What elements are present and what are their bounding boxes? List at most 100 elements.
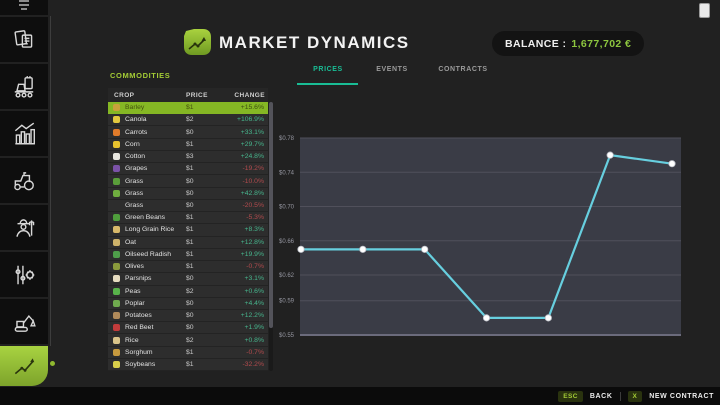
commodity-row[interactable]: Parsnips $0 +3.1% [108,273,268,286]
price-chart: $0.78 $0.74 $0.70 $0.66 $0.62 $0.59 $0.55 [279,136,681,339]
crop-name: Potatoes [125,312,152,320]
tractor-icon [14,171,34,190]
commodity-row[interactable]: Rice $2 +0.8% [108,334,268,347]
commodity-row[interactable]: Grass $0 -20.5% [108,199,268,213]
corn-crop-icon [113,140,120,148]
crop-name: Rice [125,336,139,344]
crop-name: Barley [125,104,145,112]
sidebar-item-market-dynamics[interactable] [0,346,48,386]
crop-price: $1 [186,140,194,148]
y-axis-tick-label: $0.66 [279,239,295,245]
commodity-row[interactable]: Cotton $3 +24.8% [108,150,268,164]
price-point-marker[interactable] [482,314,491,322]
rice-crop-icon [113,336,120,344]
grapes-crop-icon [113,165,120,173]
crop-change: +12.2% [240,312,264,320]
crop-price: $1 [186,165,194,173]
sidebar-item-contracts[interactable] [0,17,48,62]
sidebar-item-farmer[interactable] [0,205,48,250]
price-point-marker[interactable] [544,314,552,322]
clipped-top-icon [19,0,29,10]
commodity-row[interactable]: Canola $2 +106.9% [108,114,268,127]
commodity-row[interactable]: Soybeans $1 -32.2% [108,358,268,372]
crop-price: $0 [186,299,194,307]
esc-key-badge[interactable]: ESC [558,390,583,402]
commodity-row[interactable]: Green Beans $1 -5.3% [108,212,268,225]
crop-name: Green Beans [125,214,166,222]
crop-price: $1 [186,214,194,222]
price-point-marker[interactable] [606,151,614,159]
price-point-marker[interactable] [421,245,429,253]
crop-change: -10.0% [242,177,264,185]
commodity-row[interactable]: Potatoes $0 +12.2% [108,309,268,323]
commodity-row[interactable]: Barley $1 +15.6% [108,102,268,115]
commodity-row[interactable]: Peas $2 +0.6% [108,285,268,298]
price-point-marker[interactable] [359,245,367,253]
crop-price: $1 [186,361,194,369]
sidebar-item-production[interactable] [0,64,48,109]
commodity-row[interactable]: Long Grain Rice $1 +8.3% [108,224,268,237]
commodity-row[interactable]: Carrots $0 +33.1% [108,126,268,139]
crop-change: +4.4% [244,299,264,307]
price-point-marker[interactable] [297,245,305,253]
new-contract-button[interactable]: NEW CONTRACT [649,392,714,400]
crop-price: $0 [186,275,194,283]
commodity-row[interactable]: Grass $0 -10.0% [108,175,268,188]
table-scrollbar[interactable] [269,102,273,371]
hud-wallet-icon [699,3,710,18]
table-scrollbar-thumb[interactable] [269,102,273,328]
sidebar-item-settings[interactable] [0,252,48,297]
balance-label: BALANCE : [505,37,567,50]
sidebar-item-construction[interactable] [0,299,48,344]
y-axis-tick-label: $0.78 [279,136,295,142]
crop-change: +106.9% [236,116,264,124]
crop-change: -5.3% [246,214,264,222]
crop-change: -20.5% [242,201,264,209]
crop-price: $2 [186,336,194,344]
y-axis-tick-label: $0.55 [279,333,295,339]
commodity-row[interactable]: Poplar $0 +4.4% [108,297,268,310]
commodity-row[interactable]: Corn $1 +29.7% [108,138,268,151]
x-key-badge[interactable]: X [627,390,643,402]
crop-price: $0 [186,128,194,136]
price-chart-container: $0.78 $0.74 $0.70 $0.66 $0.62 $0.59 $0.55 [268,130,688,342]
crop-name: Sorghum [125,348,153,356]
commodity-row[interactable]: Grass $0 +42.8% [108,187,268,200]
leaf-chart-logo-icon [184,29,211,55]
sorghum-crop-icon [113,348,120,356]
sidebar-item-vehicles[interactable] [0,158,48,203]
commodity-row[interactable]: Red Beet $0 +1.9% [108,322,268,335]
crop-change: +12.8% [240,238,264,246]
commodity-row[interactable]: Grapes $1 -19.2% [108,163,268,176]
crop-name: Grass [125,201,144,209]
crop-change: -32.2% [242,361,264,369]
crop-name: Grass [125,189,144,197]
crop-name: Carrots [125,128,148,136]
sidebar [0,0,48,405]
sidebar-item-top[interactable] [0,0,48,15]
sidebar-item-statistics[interactable] [0,111,48,156]
crop-name: Red Beet [125,324,154,332]
commodity-row[interactable]: Oilseed Radish $1 +19.9% [108,248,268,262]
column-header-crop: CROP [114,92,135,99]
crop-change: +0.8% [244,336,264,344]
tab-contracts[interactable]: CONTRACTS [438,66,488,73]
page-title: MARKET DYNAMICS [219,33,410,52]
oat-crop-icon [113,238,120,246]
farmer-icon [16,218,35,237]
crop-price: $1 [186,104,194,112]
tab-events[interactable]: EVENTS [376,66,408,73]
app-logo [182,27,213,65]
crop-change: +15.6% [240,104,264,112]
commodity-row[interactable]: Olives $1 -0.7% [108,261,268,274]
column-header-price: PRICE [186,92,208,99]
crop-name: Olives [125,263,144,271]
commodity-row[interactable]: Oat $1 +12.8% [108,236,268,249]
commodity-row[interactable]: Sorghum $1 -0.7% [108,346,268,359]
canola-crop-icon [113,116,120,124]
tab-prices[interactable]: PRICES [313,66,343,73]
olives-crop-icon [113,263,120,271]
barley-crop-icon [113,104,120,112]
back-button[interactable]: BACK [589,392,613,400]
price-point-marker[interactable] [668,160,676,168]
